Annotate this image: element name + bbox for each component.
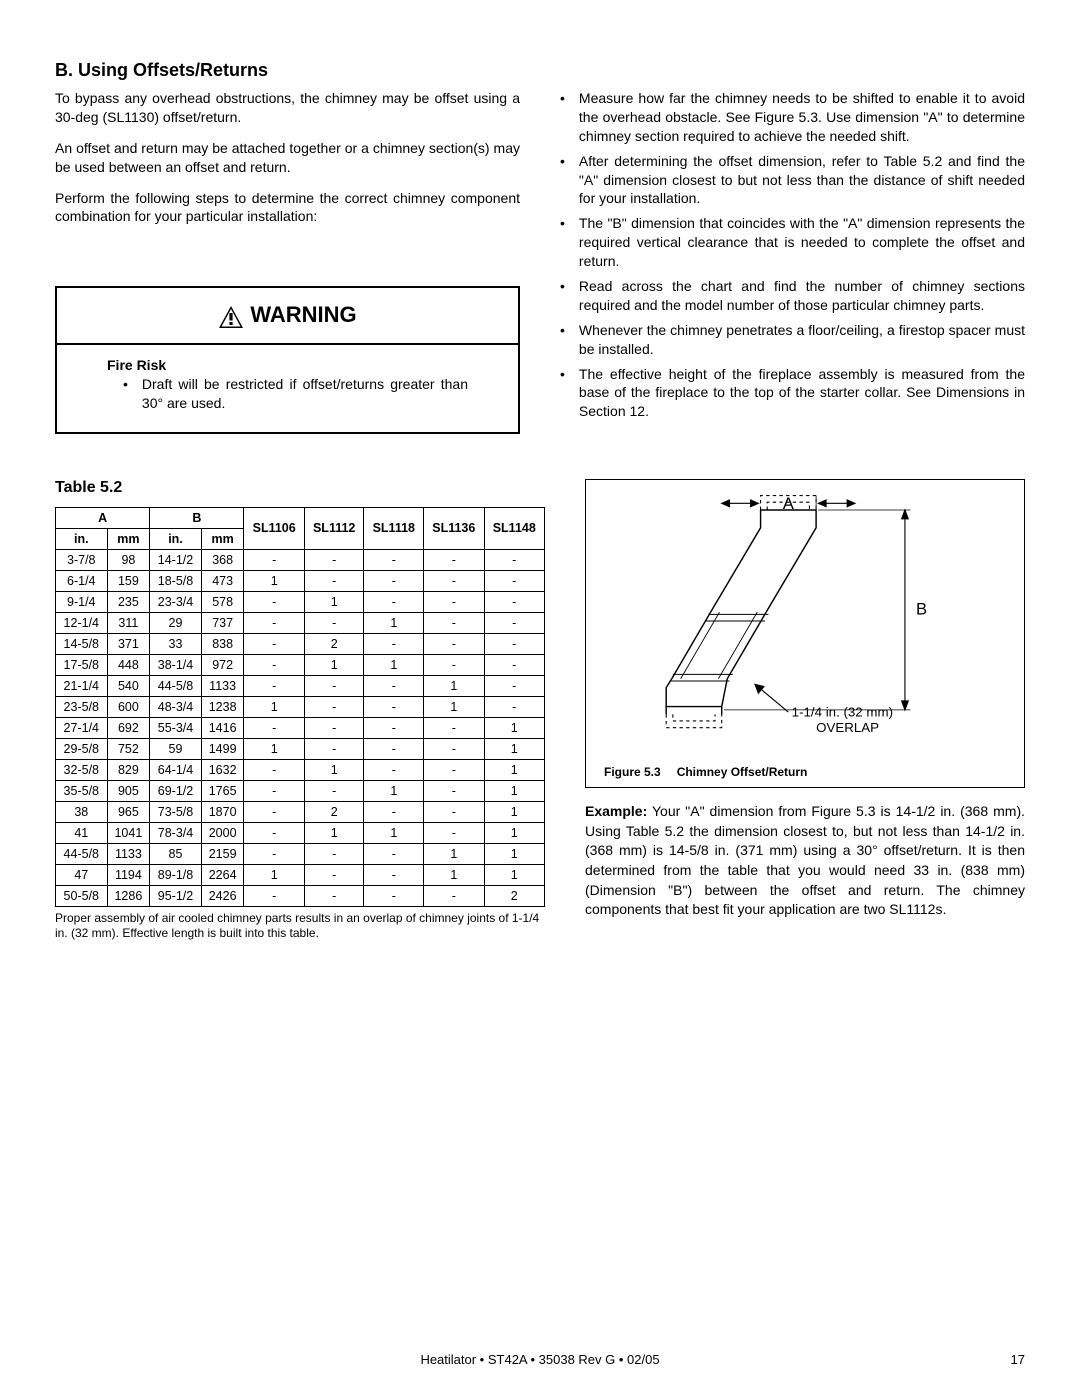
figure-caption: Figure 5.3 Chimney Offset/Return	[594, 765, 1016, 779]
table-row: 12-1/431129737--1--	[56, 612, 545, 633]
table-row: 44-5/81133852159---11	[56, 843, 545, 864]
table-row: 21-1/454044-5/81133---1-	[56, 675, 545, 696]
page-footer: Heatilator • ST42A • 35038 Rev G • 02/05…	[55, 1352, 1025, 1367]
figure-label-b: B	[916, 599, 927, 618]
table-row: 50-5/8128695-1/22426----2	[56, 885, 545, 906]
intro-left-col: To bypass any overhead obstructions, the…	[55, 89, 520, 434]
warning-box: WARNING Fire Risk Draft will be restrict…	[55, 286, 520, 433]
table-row: 6-1/415918-5/84731----	[56, 570, 545, 591]
intro-p1: To bypass any overhead obstructions, the…	[55, 89, 520, 127]
figure-caption-text: Chimney Offset/Return	[677, 765, 808, 779]
figure-caption-num: Figure 5.3	[604, 765, 661, 779]
warning-body: Fire Risk Draft will be restricted if of…	[57, 345, 518, 432]
table-row: 9-1/423523-3/4578-1---	[56, 591, 545, 612]
table-row: 35-5/890569-1/21765--1-1	[56, 780, 545, 801]
example-text: Example: Your "A" dimension from Figure …	[585, 802, 1025, 920]
figure-section: A B 1-1/4 in. (32 mm) OVERLAP	[585, 479, 1025, 942]
table-row: 3-7/89814-1/2368-----	[56, 549, 545, 570]
warning-title: WARNING	[250, 302, 356, 327]
table-note: Proper assembly of air cooled chimney pa…	[55, 911, 545, 942]
table-row: 17-5/844838-1/4972-11--	[56, 654, 545, 675]
step-item: Measure how far the chimney needs to be …	[560, 89, 1025, 146]
footer-page-number: 17	[1011, 1352, 1025, 1367]
table-row: 3896573-5/81870-2--1	[56, 801, 545, 822]
warning-header: WARNING	[57, 288, 518, 344]
table-row: 14-5/837133838-2---	[56, 633, 545, 654]
example-label: Example:	[585, 803, 647, 819]
warning-item: Draft will be restricted if offset/retur…	[123, 375, 468, 414]
lower-section: Table 5.2 ABSL1106SL1112SL1118SL1136SL11…	[55, 479, 1025, 942]
step-item: The effective height of the fireplace as…	[560, 365, 1025, 422]
steps-list: Measure how far the chimney needs to be …	[560, 89, 1025, 421]
figure-label-a: A	[783, 494, 795, 513]
overlap-label-line1: 1-1/4 in. (32 mm)	[792, 704, 893, 719]
table-row: 27-1/469255-3/41416----1	[56, 717, 545, 738]
step-item: After determining the offset dimension, …	[560, 152, 1025, 209]
example-body: Your "A" dimension from Figure 5.3 is 14…	[585, 803, 1025, 917]
warning-icon	[218, 305, 244, 329]
footer-center: Heatilator • ST42A • 35038 Rev G • 02/05	[55, 1352, 1025, 1367]
step-item: Read across the chart and find the numbe…	[560, 277, 1025, 315]
offset-table: ABSL1106SL1112SL1118SL1136SL1148in.mmin.…	[55, 507, 545, 907]
step-item: Whenever the chimney penetrates a floor/…	[560, 321, 1025, 359]
intro-columns: To bypass any overhead obstructions, the…	[55, 89, 1025, 434]
table-row: 32-5/882964-1/41632-1--1	[56, 759, 545, 780]
intro-p2: An offset and return may be attached tog…	[55, 139, 520, 177]
section-heading: B. Using Offsets/Returns	[55, 60, 1025, 81]
intro-right-col: Measure how far the chimney needs to be …	[560, 89, 1025, 434]
table-section: Table 5.2 ABSL1106SL1112SL1118SL1136SL11…	[55, 479, 545, 942]
table-row: 23-5/860048-3/412381--1-	[56, 696, 545, 717]
offset-return-diagram: A B 1-1/4 in. (32 mm) OVERLAP	[594, 490, 1016, 757]
intro-p3: Perform the following steps to determine…	[55, 189, 520, 227]
figure-box: A B 1-1/4 in. (32 mm) OVERLAP	[585, 479, 1025, 789]
warning-risk: Fire Risk	[107, 357, 468, 373]
step-item: The "B" dimension that coincides with th…	[560, 214, 1025, 271]
overlap-label-line2: OVERLAP	[816, 720, 879, 735]
table-title: Table 5.2	[55, 479, 545, 497]
table-row: 47119489-1/822641--11	[56, 864, 545, 885]
table-row: 41104178-3/42000-11-1	[56, 822, 545, 843]
table-row: 29-5/87525914991---1	[56, 738, 545, 759]
